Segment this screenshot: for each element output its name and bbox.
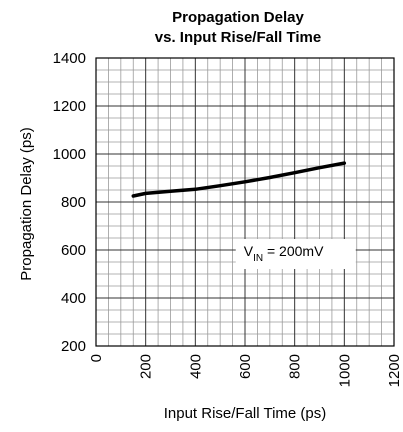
plot-frame [95,57,395,347]
y-tick-label: 200 [61,338,86,355]
x-tick-label: 1200 [386,354,403,387]
annotation-text: VIN = 200mV [244,243,324,264]
y-axis-label: Propagation Delay (ps) [18,127,35,280]
x-tick-label: 0 [88,354,105,362]
y-tick-label: 1000 [53,146,86,163]
x-tick-label: 800 [287,354,304,379]
y-tick-label: 800 [61,194,86,211]
chart-title: Propagation Delay [172,9,304,26]
y-tick-labels: 200 400 600 800 1000 1200 1400 [53,50,86,355]
annotation-prefix: V [244,243,254,259]
y-tick-label: 600 [61,242,86,259]
y-tick-label: 1200 [53,98,86,115]
x-tick-label: 1000 [336,354,353,387]
x-axis-label: Input Rise/Fall Time (ps) [164,405,327,422]
series-line-0 [131,161,347,198]
x-tick-label: 600 [237,354,254,379]
y-tick-label: 400 [61,290,86,307]
vin-annotation: VIN = 200mV [235,239,356,269]
x-tick-label: 200 [138,354,155,379]
x-tick-label: 400 [187,354,204,379]
annotation-box [235,239,356,269]
series-layer [131,161,347,198]
major-grid [96,58,394,346]
annotation-subscript: IN [253,253,263,264]
annotation-suffix: = 200mV [263,243,324,259]
chart-subtitle: vs. Input Rise/Fall Time [155,29,321,46]
y-tick-label: 1400 [53,50,86,67]
x-tick-labels: 0 200 400 600 800 1000 1200 [88,354,403,387]
